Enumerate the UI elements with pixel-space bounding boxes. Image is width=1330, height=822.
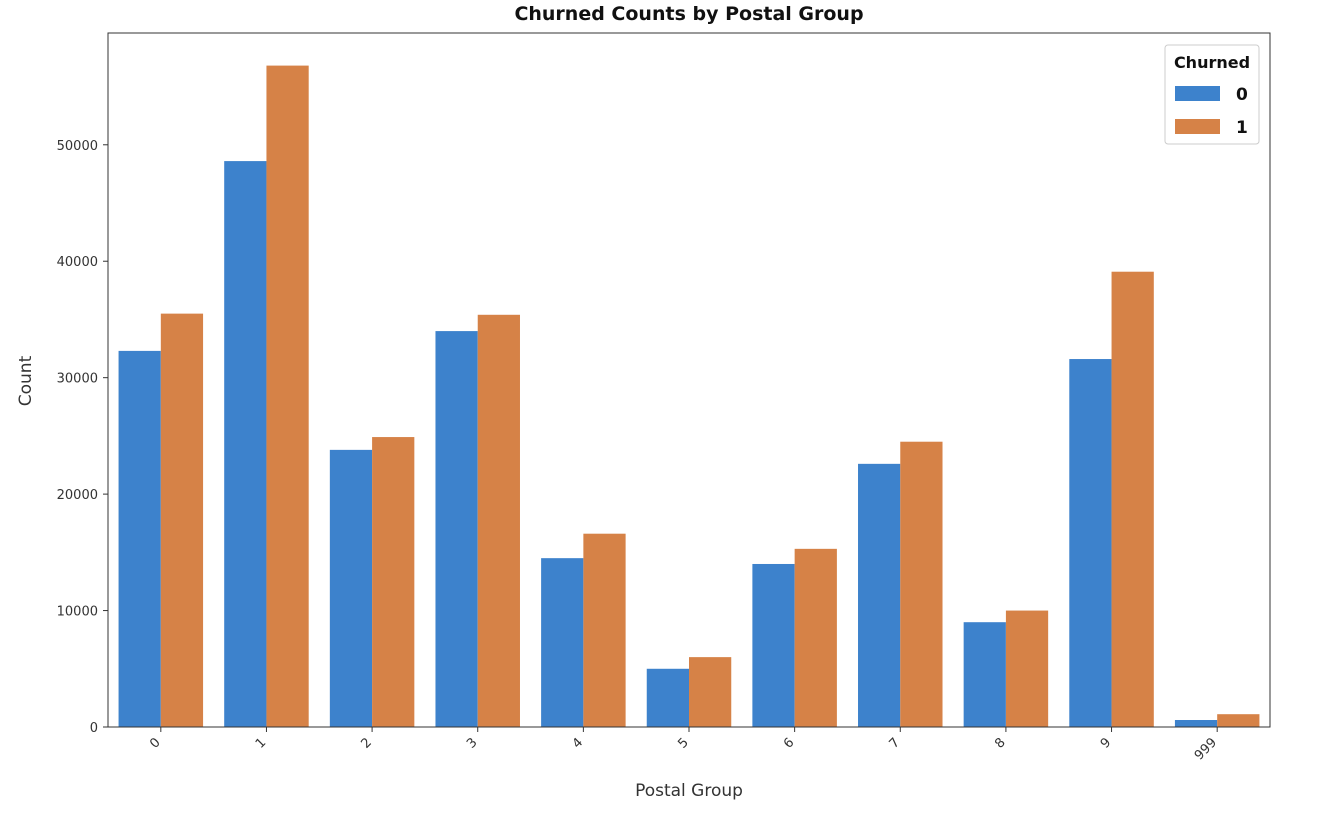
x-tick-label: 8	[992, 735, 1008, 751]
bar-3-churned-1	[477, 314, 520, 727]
bar-7-churned-0	[858, 463, 901, 727]
bar-5-churned-1	[689, 657, 732, 727]
bar-6-churned-0	[752, 563, 795, 727]
bar-999-churned-1	[1217, 714, 1260, 727]
y-tick-label: 10000	[57, 605, 98, 620]
bars-layer	[118, 65, 1260, 728]
bar-9-churned-0	[1069, 359, 1112, 727]
bar-8-churned-1	[1005, 610, 1049, 727]
x-axis-label: Postal Group	[635, 781, 743, 801]
x-tick-label: 2	[358, 735, 374, 751]
bar-6-churned-1	[794, 548, 837, 727]
legend-items: 01	[1175, 85, 1248, 138]
y-tick-label: 0	[90, 721, 98, 736]
y-tick-label: 50000	[57, 139, 98, 154]
x-tick-label: 7	[887, 735, 903, 751]
x-tick-label: 1	[253, 735, 269, 751]
bar-7-churned-1	[900, 441, 943, 727]
x-tick-label: 0	[147, 735, 163, 751]
x-tick-label: 3	[464, 735, 480, 751]
chart-title: Churned Counts by Postal Group	[514, 3, 863, 25]
bar-0-churned-0	[118, 350, 161, 727]
bar-4-churned-0	[541, 558, 584, 727]
bar-4-churned-1	[583, 533, 626, 727]
legend: Churned 01	[1164, 44, 1260, 145]
bar-1-churned-1	[266, 65, 309, 728]
bar-3-churned-0	[435, 331, 478, 727]
bar-0-churned-1	[160, 313, 204, 727]
x-axis: 0 1 2 3 4 5 6 7 8 9 999	[147, 727, 1220, 763]
y-tick-label: 40000	[57, 255, 98, 270]
x-tick-label: 4	[570, 735, 586, 751]
bar-5-churned-0	[646, 668, 689, 727]
legend-swatch-0	[1175, 86, 1220, 101]
bar-999-churned-0	[1174, 720, 1218, 727]
x-tick-label: 999	[1192, 735, 1220, 763]
legend-label-0: 0	[1236, 85, 1248, 105]
x-tick-label: 5	[675, 735, 691, 751]
bar-9-churned-1	[1111, 271, 1154, 727]
bar-8-churned-0	[963, 622, 1006, 727]
legend-swatch-1	[1175, 119, 1220, 134]
legend-title: Churned	[1174, 53, 1250, 72]
bar-2-churned-0	[329, 449, 373, 727]
y-tick-label: 20000	[57, 488, 98, 503]
y-axis: 0 10000 20000 30000 40000 50000	[57, 139, 108, 736]
x-tick-label: 6	[781, 735, 797, 751]
legend-label-1: 1	[1236, 118, 1248, 138]
y-axis-label: Count	[16, 355, 36, 406]
bar-2-churned-1	[372, 437, 415, 727]
bar-1-churned-0	[224, 161, 267, 728]
y-tick-label: 30000	[57, 372, 98, 387]
x-tick-label: 9	[1098, 735, 1114, 751]
